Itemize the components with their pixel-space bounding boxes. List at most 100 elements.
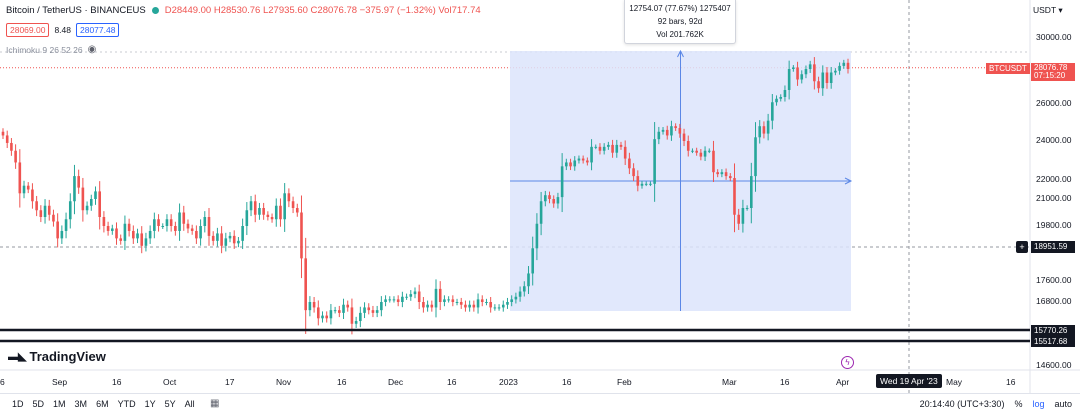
- clock[interactable]: 20:14:40 (UTC+3:30): [919, 399, 1005, 409]
- candle-body: [750, 176, 753, 208]
- candle-body: [670, 126, 673, 136]
- timeframe-5y-button[interactable]: 5Y: [164, 399, 176, 409]
- candle-body: [388, 299, 392, 301]
- candle-body: [270, 217, 274, 220]
- timeframe-1y-button[interactable]: 1Y: [144, 399, 156, 409]
- crosshair-price-tag: 18951.59: [1031, 241, 1075, 253]
- crosshair-date: Wed 19 Apr '23: [876, 374, 942, 388]
- time-axis-label: Apr: [836, 377, 850, 387]
- candle-body: [123, 223, 127, 241]
- buy-button[interactable]: 28077.48: [76, 23, 120, 37]
- time-axis-label: Feb: [617, 377, 632, 387]
- candle-body: [68, 201, 72, 220]
- open-value: D28449.00: [164, 5, 212, 16]
- candle-body: [195, 230, 198, 239]
- volume-value: Vol717.74: [438, 5, 481, 16]
- symbol-tag: BTCUSDT: [986, 63, 1030, 74]
- candle-body: [47, 205, 51, 215]
- candle-body: [712, 150, 715, 173]
- candle-body: [316, 307, 320, 319]
- price-axis-label: 30000.00: [1036, 32, 1072, 42]
- candle-body: [703, 150, 707, 157]
- candle-body: [623, 146, 627, 159]
- timeframe-1m-button[interactable]: 1M: [53, 399, 66, 409]
- auto-toggle[interactable]: auto: [1054, 399, 1072, 409]
- candle-body: [560, 166, 564, 198]
- bolt-icon[interactable]: ϟ: [841, 356, 854, 369]
- candle-body: [775, 98, 778, 103]
- measure-tooltip: 12754.07 (77.67%) 1275407 92 bars, 92d V…: [624, 0, 736, 44]
- candle-body: [245, 210, 249, 226]
- candle-body: [228, 235, 232, 239]
- timeframe-1d-button[interactable]: 1D: [12, 399, 24, 409]
- plus-icon[interactable]: +: [1016, 241, 1028, 253]
- candle-body: [325, 315, 329, 319]
- timeframe-5d-button[interactable]: 5D: [32, 399, 45, 409]
- candle-body: [232, 235, 236, 244]
- candle-body: [682, 133, 686, 141]
- candle-body: [1, 131, 5, 136]
- candle-body: [216, 233, 219, 241]
- candle-body: [544, 195, 547, 202]
- candle-body: [569, 162, 572, 167]
- currency-selector[interactable]: USDT ▾: [1033, 5, 1063, 15]
- timeframe-list: 1D 5D 1M 3M 6M YTD 1Y 5Y All: [12, 399, 195, 409]
- candle-body: [329, 310, 333, 319]
- candle-body: [178, 212, 181, 231]
- candle-body: [653, 139, 656, 184]
- candle-body: [443, 299, 446, 302]
- candle-body: [766, 120, 770, 134]
- tradingview-logo[interactable]: ▬◣ TradingView: [8, 349, 106, 364]
- candle-body: [14, 150, 17, 163]
- eye-icon[interactable]: ◉: [87, 44, 97, 55]
- candle-body: [300, 212, 303, 259]
- candle-body: [405, 296, 408, 298]
- candle-body: [85, 205, 89, 211]
- candle-body: [527, 273, 530, 287]
- candle-body: [531, 248, 535, 274]
- candle-body: [98, 191, 101, 217]
- candle-body: [169, 219, 173, 226]
- sell-button[interactable]: 28069.00: [6, 23, 50, 37]
- candle-body: [39, 210, 43, 217]
- log-toggle[interactable]: log: [1032, 399, 1045, 409]
- time-axis-label: 6: [0, 377, 5, 387]
- time-axis-label: 16: [337, 377, 347, 387]
- candle-body: [140, 233, 144, 246]
- last-price: 28076.78: [1034, 63, 1068, 72]
- calendar-icon[interactable]: ▦: [210, 398, 220, 409]
- candle-body: [577, 158, 581, 161]
- candle-body: [148, 230, 152, 239]
- timeframe-all-button[interactable]: All: [184, 399, 195, 409]
- percent-toggle[interactable]: %: [1014, 399, 1023, 409]
- symbol-title[interactable]: Bitcoin / TetherUS · BINANCEUS: [6, 5, 146, 16]
- candle-body: [472, 304, 476, 308]
- candle-body: [199, 226, 202, 239]
- time-axis-label: Sep: [52, 377, 68, 387]
- candle-body: [783, 90, 787, 97]
- candle-body: [346, 304, 350, 308]
- candle-body: [367, 307, 371, 311]
- timeframe-ytd-button[interactable]: YTD: [117, 399, 136, 409]
- candle-body: [808, 64, 812, 69]
- timeframe-6m-button[interactable]: 6M: [96, 399, 109, 409]
- time-axis-label: Oct: [163, 377, 177, 387]
- candle-body: [800, 74, 804, 80]
- candle-body: [842, 62, 846, 66]
- candle-body: [640, 183, 644, 186]
- time-axis-label: 16: [562, 377, 572, 387]
- candle-body: [434, 288, 438, 308]
- measure-arrowhead-right: [844, 177, 853, 185]
- candle-body: [678, 128, 682, 134]
- candle-body: [615, 144, 619, 153]
- timeframe-3m-button[interactable]: 3M: [74, 399, 88, 409]
- price-axis-label: 26000.00: [1036, 98, 1072, 108]
- price-axis-label: 19800.00: [1036, 220, 1072, 230]
- indicator-legend[interactable]: Ichimoku 9 26 52 26 ◉: [6, 44, 96, 55]
- ohlc-values: D28449.00 H28530.76 L27935.60 C28076.78 …: [165, 5, 481, 16]
- candle-body: [224, 238, 228, 246]
- candle-body: [291, 201, 295, 208]
- candle-body: [438, 288, 442, 302]
- candle-body: [52, 214, 55, 222]
